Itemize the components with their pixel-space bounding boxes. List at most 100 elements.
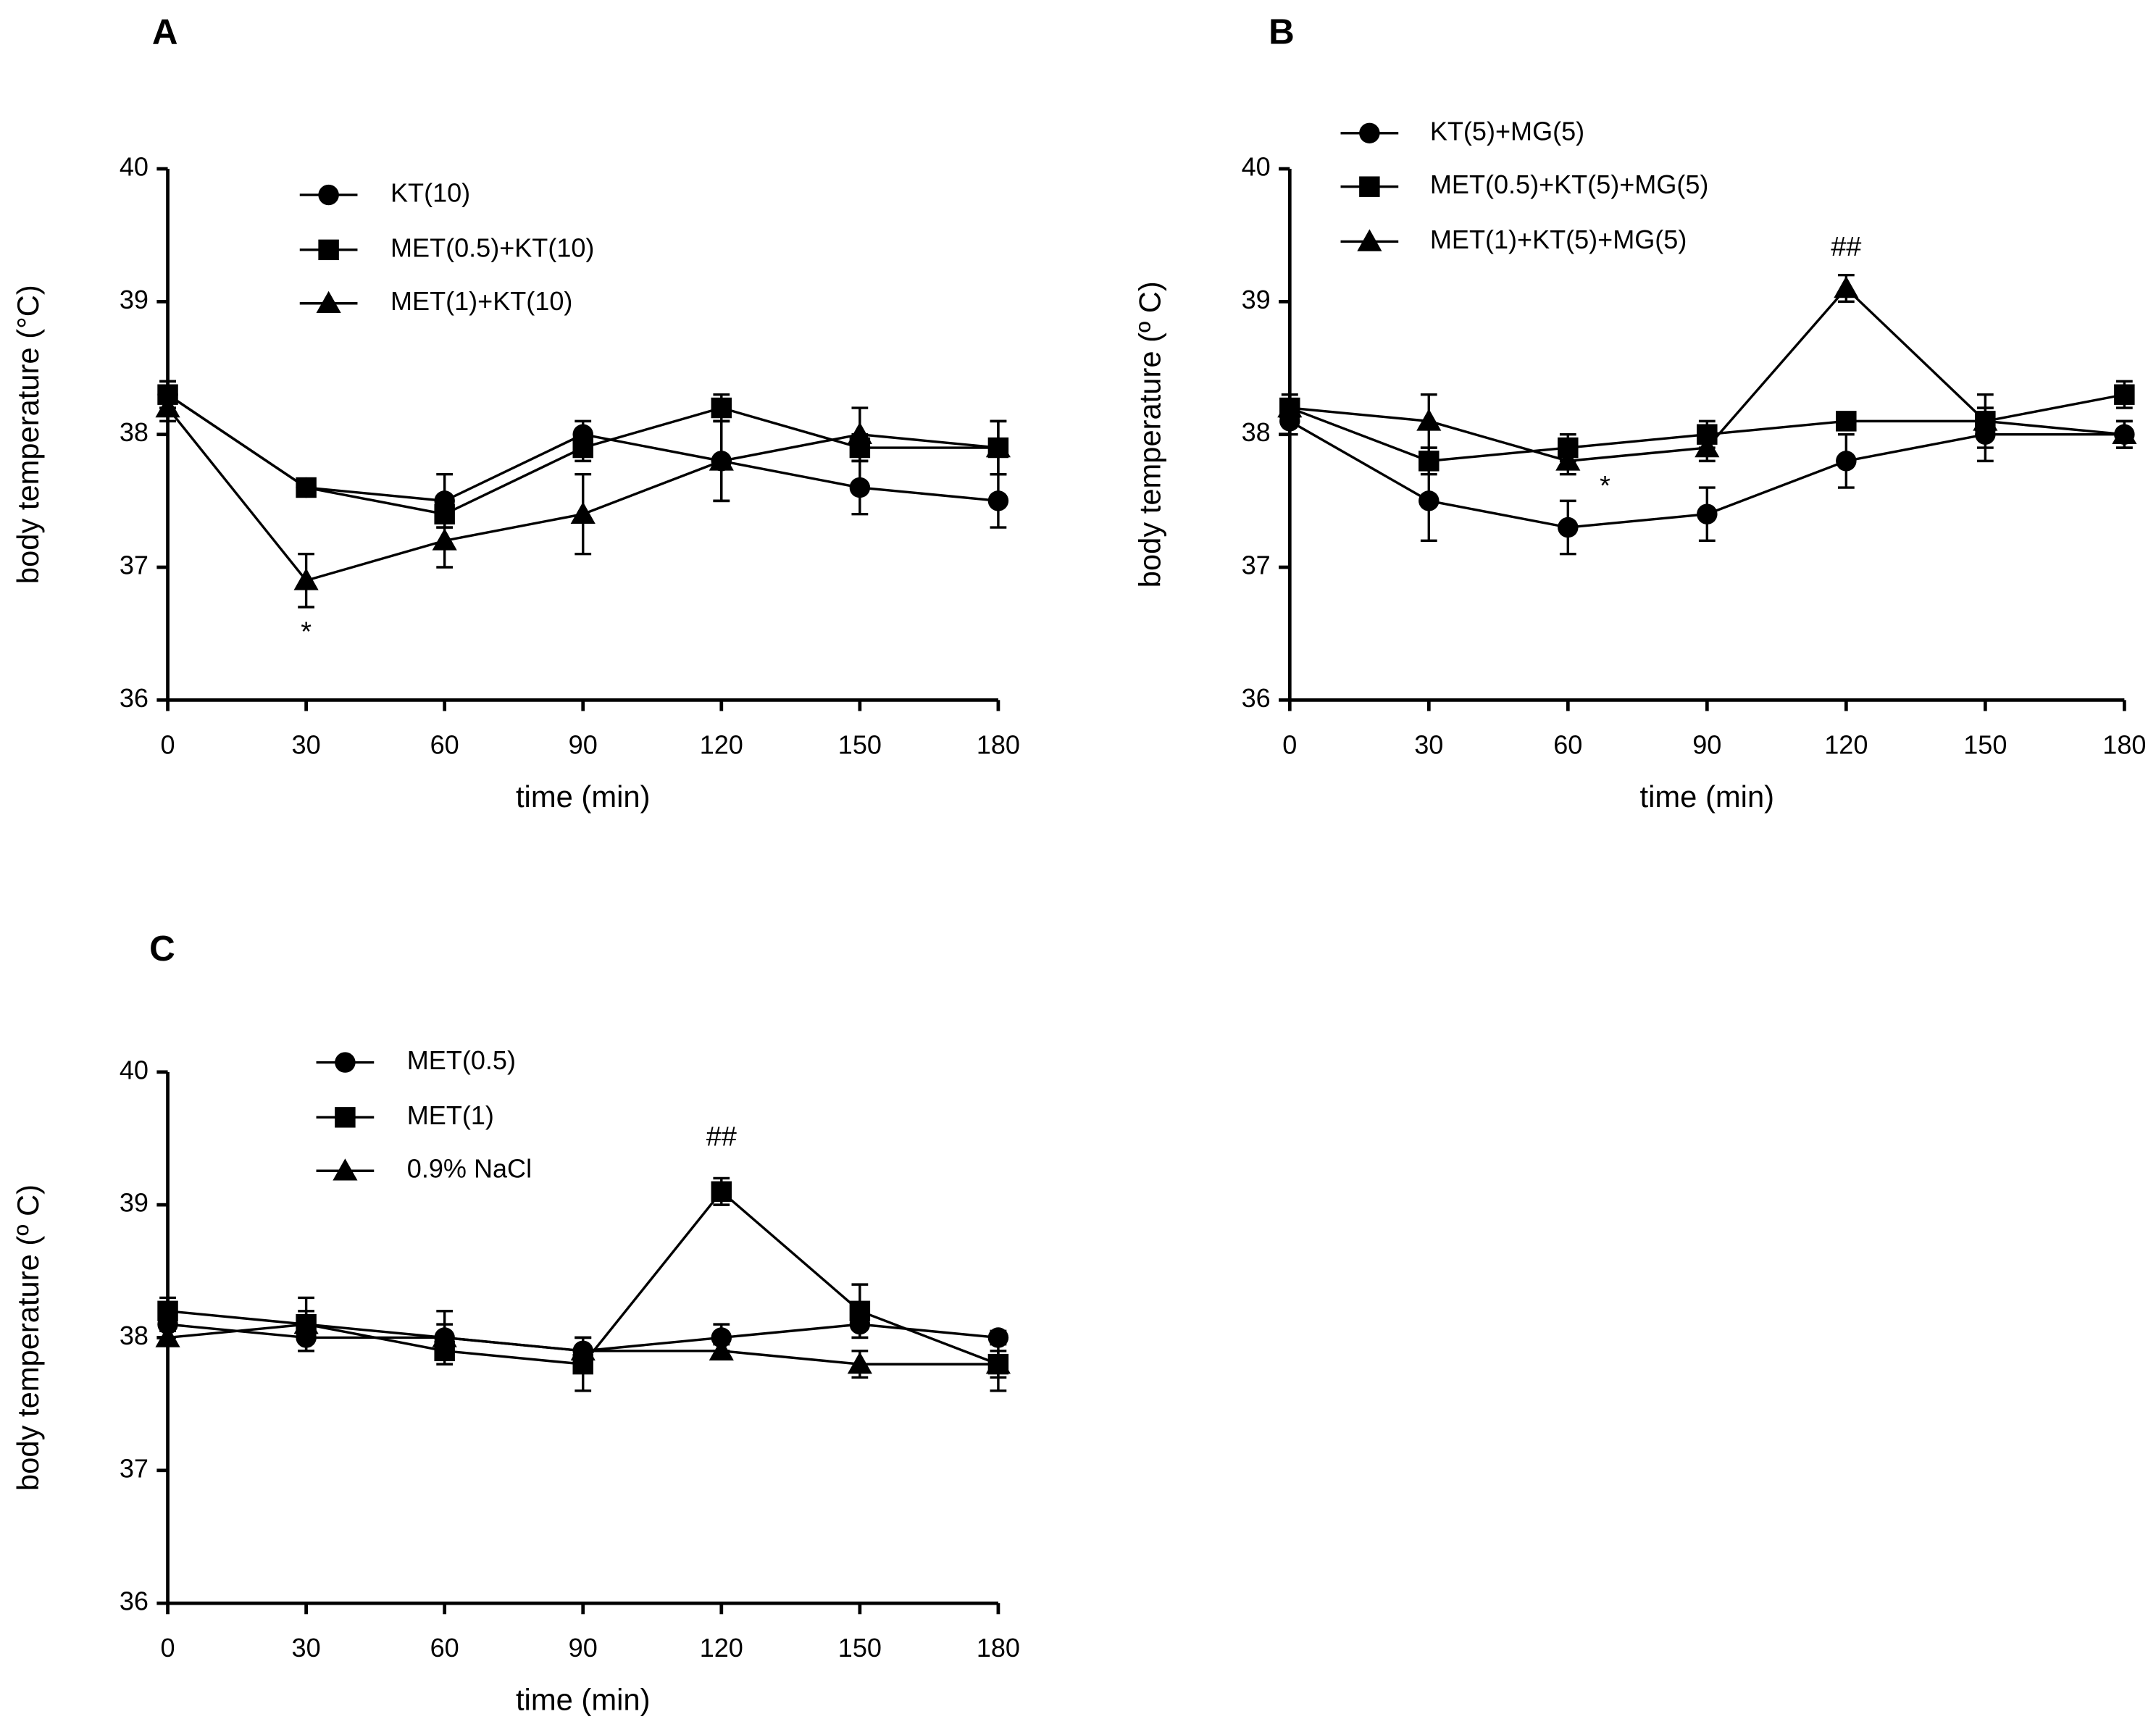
marker-circle: [849, 477, 871, 498]
marker-square: [1418, 451, 1440, 472]
marker-square: [849, 1300, 871, 1322]
legend-item: MET(1): [316, 1100, 494, 1130]
legend-marker: [316, 290, 341, 314]
x-tick-label: 0: [1282, 729, 1297, 759]
marker-triangle: [847, 1352, 872, 1374]
legend-item: MET(0.5)+KT(5)+MG(5): [1340, 170, 1709, 199]
legend-text: KT(10): [390, 178, 470, 208]
annotation: *: [301, 617, 312, 648]
legend-text: MET(0.5)+KT(10): [390, 233, 594, 262]
panel-label: B: [1269, 12, 1295, 51]
legend-marker: [1357, 229, 1382, 251]
y-tick-label: 39: [1242, 285, 1271, 314]
x-tick-label: 60: [430, 729, 459, 759]
marker-square: [711, 397, 732, 419]
marker-triangle: [1555, 448, 1581, 471]
marker-square: [572, 437, 593, 459]
legend-text: KT(5)+MG(5): [1430, 116, 1584, 146]
marker-triangle: [570, 1338, 596, 1361]
legend-marker: [318, 184, 339, 206]
x-tick-label: 120: [1824, 729, 1868, 759]
panel-label: C: [149, 929, 175, 969]
y-tick-label: 40: [1242, 152, 1271, 182]
y-tick-label: 38: [120, 417, 149, 447]
marker-circle: [1418, 490, 1440, 511]
y-axis-label: body temperature (°C): [11, 285, 45, 584]
x-tick-label: 120: [700, 729, 743, 759]
legend-text: MET(1)+KT(5)+MG(5): [1430, 225, 1687, 254]
legend-item: KT(10): [299, 178, 470, 208]
marker-circle: [1558, 517, 1579, 538]
legend-marker: [335, 1107, 356, 1128]
marker-triangle: [1695, 435, 1720, 458]
marker-triangle: [985, 435, 1011, 458]
legend-marker: [1359, 176, 1380, 197]
marker-triangle: [155, 1325, 180, 1347]
marker-triangle: [985, 1352, 1011, 1374]
legend-item: KT(5)+MG(5): [1340, 116, 1584, 146]
chart-panel: C 36 37 38 39 40 0 30 60 90 120 150 180 time (min) bod…: [11, 929, 1020, 1716]
chart-panel: A 36 37 38 39 40 0 30 60 90 120 150 180 time (min) bod…: [11, 12, 1020, 813]
marker-triangle: [293, 568, 319, 590]
annotation: *: [1600, 471, 1610, 501]
legend-marker: [1359, 122, 1380, 144]
marker-triangle: [709, 1338, 734, 1361]
marker-triangle: [1277, 395, 1303, 418]
marker-triangle: [155, 395, 180, 418]
marker-triangle: [1973, 409, 1998, 431]
marker-circle: [1697, 503, 1718, 524]
x-tick-label: 0: [161, 729, 175, 759]
legend-item: MET(0.5)+KT(10): [299, 233, 594, 262]
marker-triangle: [1834, 275, 1859, 298]
y-axis-label: body temperature (º C): [11, 1184, 45, 1491]
annotation: ##: [706, 1122, 737, 1153]
y-tick-label: 38: [120, 1321, 149, 1350]
marker-square: [2114, 384, 2135, 405]
x-tick-label: 90: [569, 729, 598, 759]
x-tick-label: 180: [977, 1633, 1020, 1663]
marker-circle: [1836, 451, 1857, 472]
x-tick-label: 60: [430, 1633, 459, 1663]
y-tick-label: 40: [120, 152, 149, 182]
legend-marker: [333, 1158, 358, 1181]
x-tick-label: 30: [292, 1633, 321, 1663]
marker-triangle: [1416, 409, 1442, 431]
y-tick-label: 39: [120, 285, 149, 314]
x-axis-label: time (min): [516, 779, 651, 814]
marker-triangle: [2112, 422, 2137, 444]
legend-marker: [335, 1052, 356, 1073]
legend-marker: [318, 239, 339, 261]
x-tick-label: 30: [292, 729, 321, 759]
y-tick-label: 36: [1242, 683, 1271, 713]
x-tick-label: 180: [977, 729, 1020, 759]
marker-triangle: [293, 1312, 319, 1334]
legend-text: MET(0.5)+KT(5)+MG(5): [1430, 170, 1709, 199]
legend-text: 0.9% NaCl: [407, 1154, 532, 1184]
legend-item: MET(0.5): [316, 1045, 516, 1075]
x-tick-label: 150: [838, 729, 882, 759]
y-tick-label: 40: [120, 1055, 149, 1084]
x-tick-label: 180: [2102, 729, 2146, 759]
x-tick-label: 150: [838, 1633, 882, 1663]
x-axis-label: time (min): [516, 1683, 651, 1717]
x-tick-label: 90: [1692, 729, 1721, 759]
marker-circle: [711, 1327, 732, 1348]
x-tick-label: 120: [700, 1633, 743, 1663]
legend-text: MET(1): [407, 1100, 494, 1130]
x-tick-label: 0: [161, 1633, 175, 1663]
panel-label: A: [152, 12, 178, 51]
x-tick-label: 90: [569, 1633, 598, 1663]
legend-text: MET(1)+KT(10): [390, 286, 572, 316]
y-tick-label: 37: [120, 551, 149, 580]
x-axis-label: time (min): [1640, 779, 1775, 814]
y-tick-label: 39: [120, 1188, 149, 1218]
marker-square: [711, 1181, 732, 1203]
y-tick-label: 37: [1242, 551, 1271, 580]
y-tick-label: 38: [1242, 417, 1271, 447]
y-axis-label: body temperature (º C): [1132, 281, 1166, 588]
x-tick-label: 60: [1553, 729, 1582, 759]
marker-square: [157, 1300, 178, 1322]
marker-circle: [987, 490, 1009, 511]
